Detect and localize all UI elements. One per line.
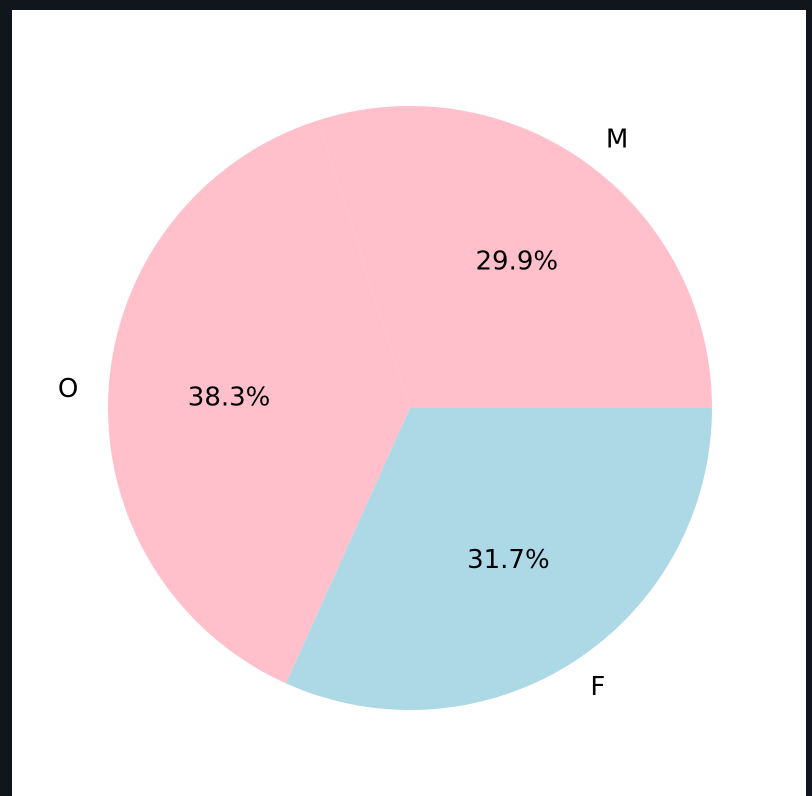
pct-label-m: 29.9% xyxy=(476,247,559,277)
category-label-o: O xyxy=(58,374,78,404)
category-label-m: M xyxy=(606,125,628,155)
category-label-f: F xyxy=(590,672,605,702)
pie-slice-m xyxy=(317,105,712,408)
pie-chart: 29.9% M 38.3% O 31.7% F xyxy=(58,105,712,710)
pie-slice-o xyxy=(108,120,410,684)
pie-slice-f xyxy=(286,408,712,710)
chart-frame: 29.9% M 38.3% O 31.7% F xyxy=(12,10,806,796)
pct-label-o: 38.3% xyxy=(188,383,271,413)
pct-label-f: 31.7% xyxy=(467,545,550,575)
